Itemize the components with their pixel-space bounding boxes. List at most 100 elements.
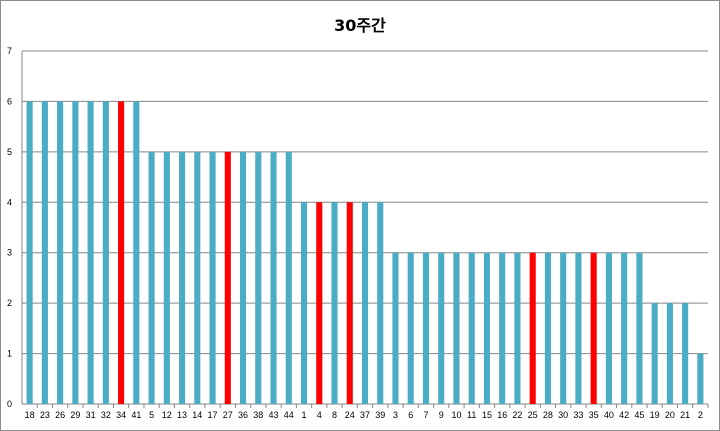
x-tick-label: 39 — [375, 410, 385, 420]
x-tick-label: 1 — [302, 410, 307, 420]
x-tick-label: 17 — [208, 410, 218, 420]
bar-6 — [407, 252, 414, 404]
bar-19 — [651, 303, 658, 404]
x-tick-label: 12 — [162, 410, 172, 420]
x-tick-label: 29 — [70, 410, 80, 420]
bar-10 — [453, 252, 460, 404]
bar-14 — [194, 151, 201, 404]
y-tick-label: 4 — [7, 197, 12, 207]
bar-4 — [316, 202, 323, 404]
y-tick-label: 3 — [7, 248, 12, 258]
bar-35 — [590, 252, 597, 404]
x-tick-label: 6 — [408, 410, 413, 420]
y-tick-label: 6 — [7, 96, 12, 106]
x-tick-label: 44 — [284, 410, 294, 420]
bar-23 — [41, 101, 48, 405]
x-tick-label: 3 — [393, 410, 398, 420]
bar-12 — [163, 151, 170, 404]
bar-2 — [697, 353, 704, 404]
bar-36 — [240, 151, 247, 404]
x-tick-label: 19 — [650, 410, 660, 420]
x-tick-label: 9 — [439, 410, 444, 420]
y-tick-label: 1 — [7, 349, 12, 359]
x-tick-label: 23 — [40, 410, 50, 420]
bar-43 — [270, 151, 277, 404]
y-tick-label: 2 — [7, 298, 12, 308]
x-tick-label: 11 — [467, 410, 476, 420]
x-tick-label: 30 — [558, 410, 568, 420]
bar-33 — [575, 252, 582, 404]
x-tick-label: 5 — [149, 410, 154, 420]
x-tick-label: 43 — [269, 410, 279, 420]
x-tick-label: 26 — [55, 410, 65, 420]
bar-13 — [179, 151, 186, 404]
x-tick-label: 16 — [497, 410, 507, 420]
bar-15 — [483, 252, 491, 404]
x-tick-label: 33 — [573, 410, 583, 420]
bar-39 — [377, 202, 384, 404]
x-tick-label: 10 — [451, 410, 461, 420]
bar-18 — [26, 101, 33, 405]
y-tick-label: 5 — [7, 147, 12, 157]
x-tick-label: 2 — [698, 410, 703, 420]
bar-9 — [438, 252, 445, 404]
y-tick-label: 7 — [7, 46, 12, 56]
bar-25 — [529, 252, 536, 404]
x-tick-label: 4 — [317, 410, 322, 420]
x-tick-label: 34 — [116, 410, 126, 420]
x-tick-label: 45 — [634, 410, 644, 420]
chart-title: 30주간 — [334, 16, 386, 35]
bar-41 — [133, 101, 140, 405]
bar-24 — [346, 202, 353, 404]
x-tick-label: 37 — [360, 410, 370, 420]
y-tick-label: 0 — [7, 399, 12, 409]
x-tick-label: 28 — [543, 410, 553, 420]
x-tick-label: 40 — [604, 410, 614, 420]
bar-20 — [666, 303, 673, 404]
x-tick-label: 41 — [131, 410, 141, 420]
bar-37 — [361, 202, 369, 404]
bar-21 — [682, 303, 689, 404]
x-tick-label: 25 — [528, 410, 538, 420]
x-tick-label: 21 — [680, 410, 690, 420]
bar-34 — [118, 101, 125, 405]
bar-42 — [621, 252, 628, 404]
bar-1 — [300, 202, 308, 404]
bar-27 — [224, 151, 231, 404]
bar-31 — [87, 101, 94, 405]
x-tick-label: 38 — [253, 410, 263, 420]
bar-17 — [209, 151, 216, 404]
x-tick-label: 32 — [101, 410, 111, 420]
x-tick-label: 18 — [25, 410, 35, 420]
x-tick-label: 20 — [665, 410, 675, 420]
x-tick-label: 42 — [619, 410, 629, 420]
x-tick-label: 13 — [177, 410, 187, 420]
x-tick-label: 31 — [86, 410, 96, 420]
bar-26 — [57, 101, 64, 405]
x-tick-label: 14 — [192, 410, 202, 420]
bar-45 — [636, 252, 643, 404]
x-tick-label: 22 — [512, 410, 522, 420]
bar-38 — [255, 151, 262, 404]
x-tick-label: 27 — [223, 410, 233, 420]
x-tick-label: 8 — [332, 410, 337, 420]
bar-5 — [148, 151, 155, 404]
bar-11 — [468, 252, 475, 404]
x-tick-label: 24 — [345, 410, 355, 420]
bar-40 — [605, 252, 612, 404]
bar-32 — [102, 101, 109, 405]
bar-44 — [285, 151, 292, 404]
bar-8 — [331, 202, 338, 404]
bar-29 — [72, 101, 79, 405]
bar-16 — [499, 252, 506, 404]
bar-7 — [422, 252, 430, 404]
x-tick-label: 36 — [238, 410, 248, 420]
bar-30 — [560, 252, 567, 404]
bar-28 — [544, 252, 551, 404]
bar-3 — [392, 252, 399, 404]
x-tick-label: 35 — [589, 410, 599, 420]
x-tick-label: 7 — [423, 410, 428, 420]
x-tick-label: 15 — [482, 410, 492, 420]
bar-22 — [514, 252, 521, 404]
